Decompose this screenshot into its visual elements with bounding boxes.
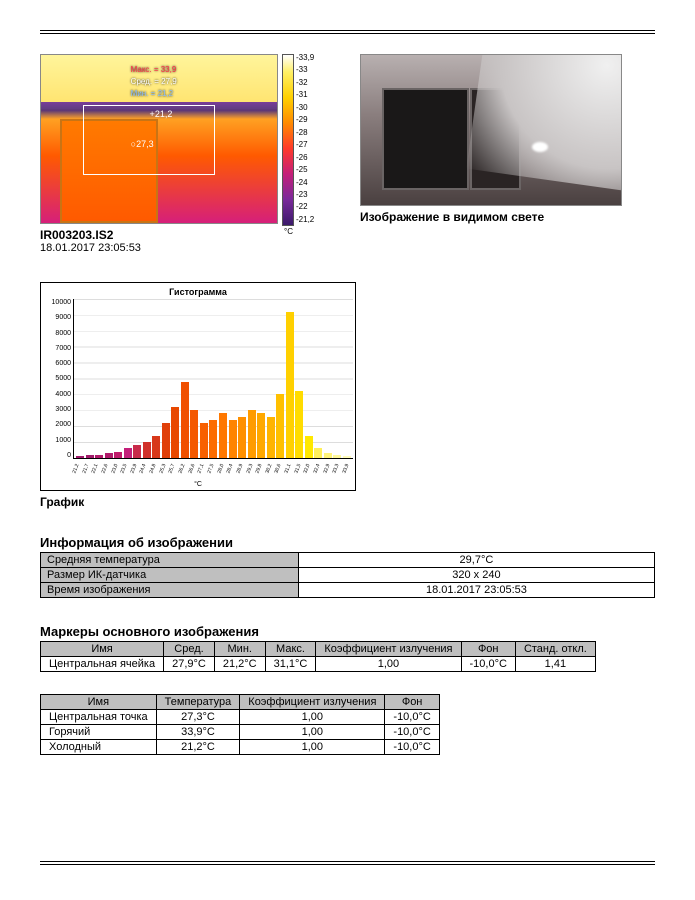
visible-caption: Изображение в видимом свете (360, 210, 620, 224)
scale-tick: -25 (296, 166, 320, 174)
histogram-bar (200, 423, 208, 458)
histogram-bar (295, 391, 303, 458)
thermal-timestamp: 18.01.2017 23:05:53 (40, 242, 320, 254)
histogram-bar (248, 410, 256, 458)
thermal-avg-label: Сред. = 27,9 (131, 77, 177, 86)
histogram-bar (190, 410, 198, 458)
histogram-bar (267, 417, 275, 458)
scale-unit: °C (284, 227, 293, 236)
thermal-color-scale: -33,9 -33 -32 -31 -30 -29 -28 -27 -26 -25 -24 -23 -2… (278, 54, 320, 224)
chart-y-axis: 1000090008000700060005000400030002000100… (43, 299, 73, 459)
histogram-label: График (40, 495, 655, 509)
top-rule (40, 30, 655, 34)
histogram-bar (257, 413, 265, 458)
table-row: Горячий33,9°C1,00-10,0°C (41, 725, 440, 740)
thermal-image: Макc. = 33,9 Сред. = 27,9 Мин. = 21,2 +2… (40, 54, 278, 224)
histogram-bar (114, 452, 122, 458)
points-table: ИмяТемператураКоэффициент излученияФонЦе… (40, 694, 440, 755)
markers-table: ИмяСред.Мин.Макс.Коэффициент излученияФо… (40, 641, 596, 672)
histogram-bar (314, 448, 322, 458)
chart-bars (74, 299, 353, 458)
scale-tick: -30 (296, 104, 320, 112)
histogram-box: Гистограмма 1000090008000700060005000400… (40, 282, 356, 491)
histogram-bar (133, 445, 141, 458)
scale-tick: -24 (296, 179, 320, 187)
info-title: Информация об изображении (40, 535, 655, 550)
histogram-bar (124, 448, 132, 458)
visible-block: Изображение в видимом свете (360, 54, 620, 224)
scale-tick: -32 (296, 79, 320, 87)
histogram-bar (209, 420, 217, 458)
bottom-rule (40, 861, 655, 865)
table-header-row: ИмяСред.Мин.Макс.Коэффициент излученияФо… (41, 642, 596, 657)
scale-tick: -26 (296, 154, 320, 162)
histogram-bar (219, 413, 227, 458)
table-header-row: ИмяТемператураКоэффициент излученияФон (41, 695, 440, 710)
table-row: Средняя температура29,7°C (41, 553, 655, 568)
histogram-chart: 1000090008000700060005000400030002000100… (43, 299, 353, 459)
scale-tick: -33 (296, 66, 320, 74)
scale-tick: -29 (296, 116, 320, 124)
thermal-center-point: ○27,3 (131, 139, 154, 149)
chart-plot (73, 299, 353, 459)
scale-tick: -27 (296, 141, 320, 149)
scale-tick: -28 (296, 129, 320, 137)
chart-x-unit: °C (43, 481, 353, 488)
histogram-bar (238, 417, 246, 458)
info-table: Средняя температура29,7°CРазмер ИК-датчи… (40, 552, 655, 598)
table-row: Центральная ячейка27,9°C21,2°C31,1°C1,00… (41, 657, 596, 672)
histogram-bar (305, 436, 313, 458)
histogram-bar (229, 420, 237, 458)
histogram-bar (181, 382, 189, 458)
thermal-image-container: Макc. = 33,9 Сред. = 27,9 Мин. = 21,2 +2… (40, 54, 320, 224)
histogram-bar (171, 407, 179, 458)
thermal-max-label: Макc. = 33,9 (131, 65, 177, 74)
scale-tick: -23 (296, 191, 320, 199)
histogram-bar (276, 394, 284, 458)
thermal-min-label: Мин. = 21,2 (131, 89, 173, 98)
scale-tick: -21,2 (296, 216, 320, 224)
scale-tick: -31 (296, 91, 320, 99)
chart-x-axis: 21,221,722,122,623,023,523,924,424,825,3… (71, 459, 353, 479)
table-row: Холодный21,2°C1,00-10,0°C (41, 740, 440, 755)
visible-image (360, 54, 622, 206)
markers-title: Маркеры основного изображения (40, 624, 655, 639)
histogram-bar (143, 442, 151, 458)
thermal-cold-point: +21,2 (150, 109, 173, 119)
table-row: Время изображения18.01.2017 23:05:53 (41, 583, 655, 598)
histogram-bar (152, 436, 160, 458)
image-row: Макc. = 33,9 Сред. = 27,9 Мин. = 21,2 +2… (40, 54, 655, 254)
table-row: Размер ИК-датчика320 x 240 (41, 568, 655, 583)
report-page: Макc. = 33,9 Сред. = 27,9 Мин. = 21,2 +2… (0, 0, 695, 900)
scale-tick: -22 (296, 203, 320, 211)
histogram-bar (162, 423, 170, 458)
thermal-filename: IR003203.IS2 (40, 228, 320, 242)
histogram-bar (286, 312, 294, 458)
scale-tick: -33,9 (296, 54, 320, 62)
histogram-title: Гистограмма (43, 287, 353, 297)
table-row: Центральная точка27,3°C1,00-10,0°C (41, 710, 440, 725)
thermal-block: Макc. = 33,9 Сред. = 27,9 Мин. = 21,2 +2… (40, 54, 320, 254)
